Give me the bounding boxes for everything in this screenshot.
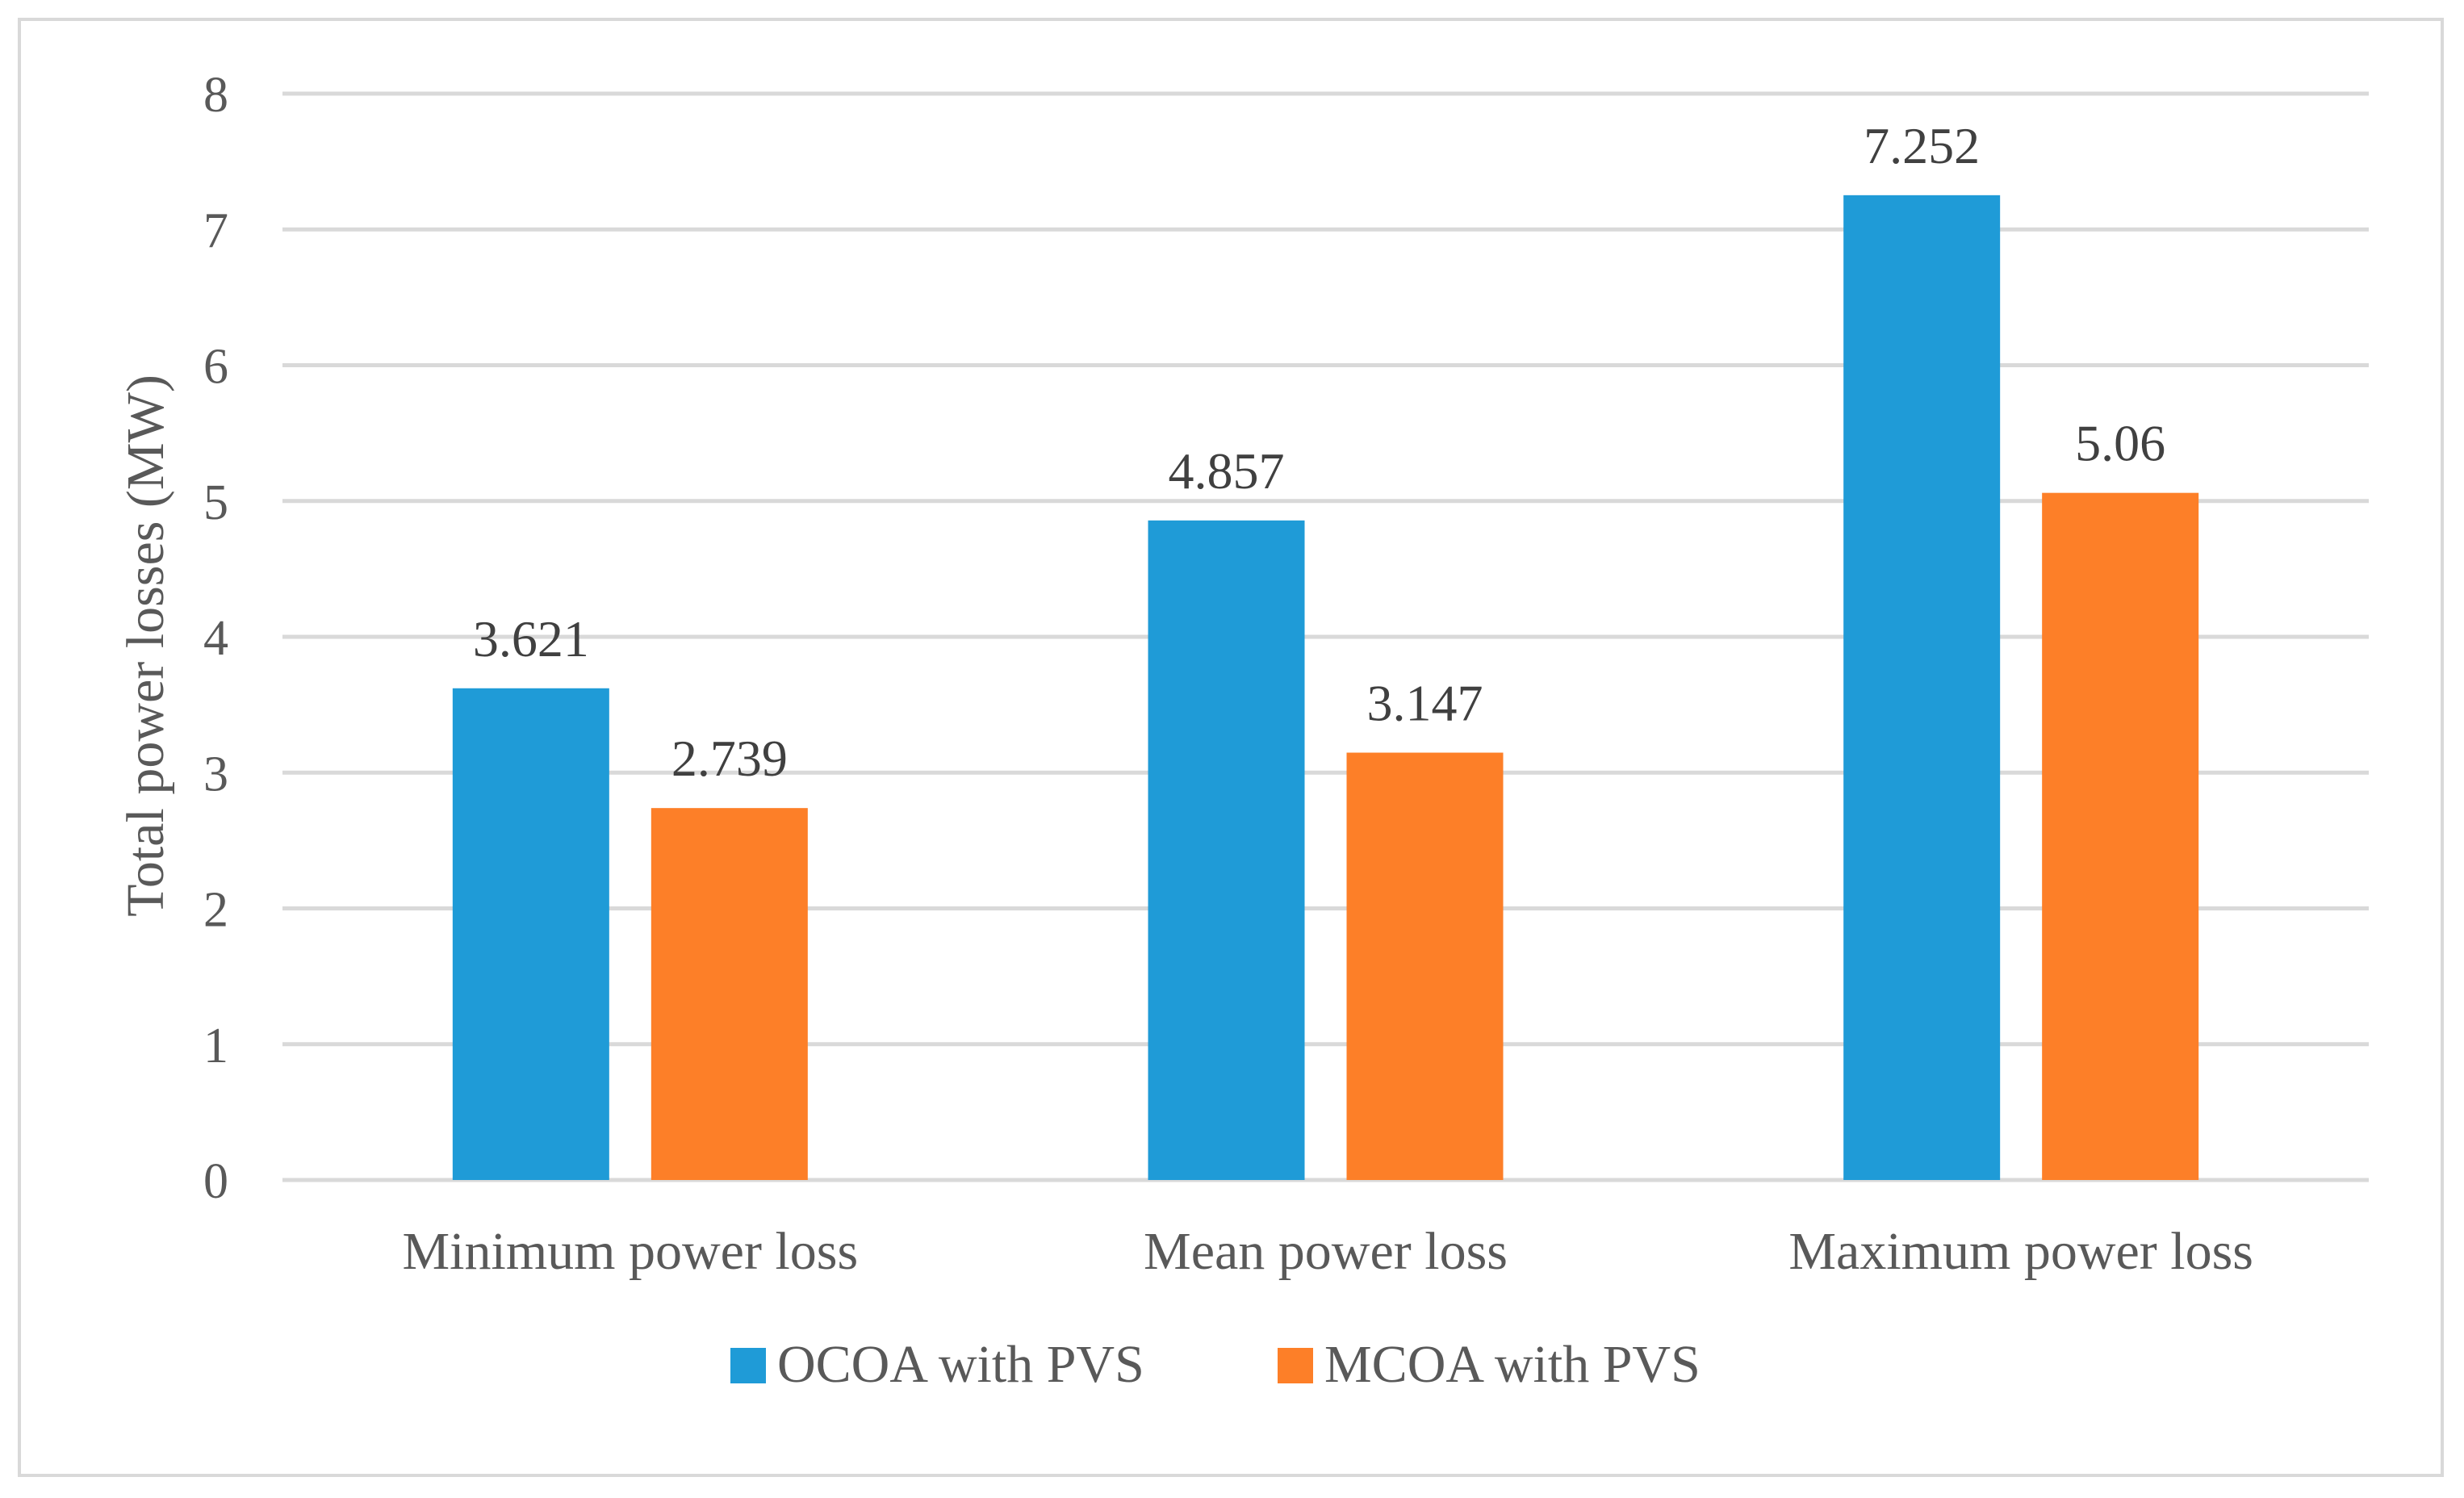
bars bbox=[452, 195, 2199, 1181]
bar-mcoa-2 bbox=[2042, 492, 2199, 1180]
y-tick-label: 3 bbox=[203, 747, 228, 801]
bar-ocoa-1 bbox=[1148, 520, 1305, 1180]
data-label: 4.857 bbox=[1169, 442, 1285, 500]
legend-label: MCOA with PVS bbox=[1324, 1335, 1701, 1394]
data-labels: 3.621 2.739 4.857 3.147 7.252 5.06 bbox=[473, 117, 2165, 787]
y-tick-label: 6 bbox=[203, 340, 228, 395]
y-axis-ticks: 0 1 2 3 4 5 6 7 8 bbox=[203, 68, 228, 1209]
y-tick-label: 1 bbox=[203, 1019, 228, 1073]
bar-mcoa-1 bbox=[1346, 752, 1504, 1180]
x-tick-label: Minimum power loss bbox=[402, 1222, 858, 1281]
data-label: 2.739 bbox=[671, 730, 788, 787]
y-tick-label: 7 bbox=[203, 203, 228, 258]
bar-ocoa-2 bbox=[1843, 195, 2001, 1181]
legend-swatch-mcoa bbox=[1278, 1348, 1313, 1383]
x-axis-ticks: Minimum power loss Mean power loss Maximum… bbox=[402, 1222, 2253, 1281]
y-tick-label: 2 bbox=[203, 883, 228, 938]
y-tick-label: 5 bbox=[203, 475, 228, 530]
legend: OCOA with PVS MCOA with PVS bbox=[730, 1335, 1701, 1394]
y-tick-label: 4 bbox=[203, 611, 228, 666]
data-label: 5.06 bbox=[2075, 415, 2165, 472]
data-label: 3.621 bbox=[473, 610, 589, 667]
legend-swatch-ocoa bbox=[730, 1348, 766, 1383]
y-axis-label: Total power losses (MW) bbox=[116, 374, 175, 917]
bar-ocoa-0 bbox=[452, 688, 609, 1180]
data-label: 3.147 bbox=[1367, 675, 1483, 732]
x-tick-label: Maximum power loss bbox=[1788, 1222, 2253, 1281]
legend-label: OCOA with PVS bbox=[777, 1335, 1144, 1394]
x-tick-label: Mean power loss bbox=[1144, 1222, 1508, 1281]
y-tick-label: 8 bbox=[203, 68, 228, 123]
bar-mcoa-0 bbox=[651, 808, 808, 1180]
grid-lines bbox=[282, 91, 2369, 1182]
data-label: 7.252 bbox=[1864, 117, 1980, 174]
y-tick-label: 0 bbox=[203, 1154, 228, 1209]
